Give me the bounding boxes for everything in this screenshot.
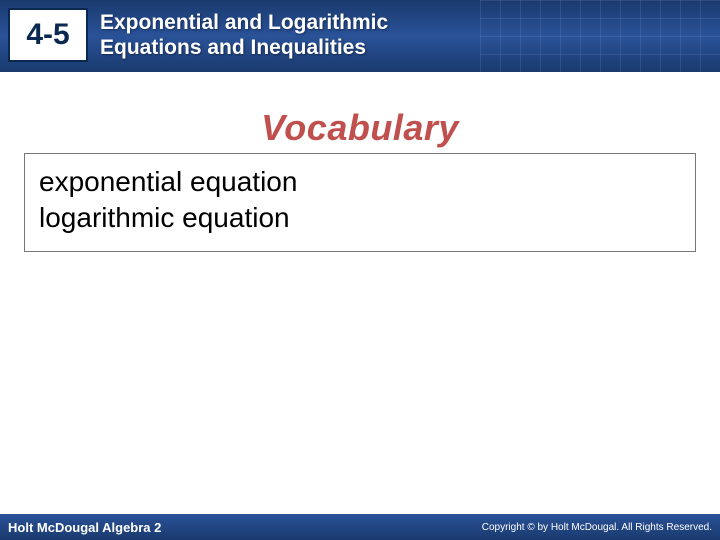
lesson-number: 4-5 [26, 18, 69, 52]
lesson-title-line1: Exponential and Logarithmic [100, 11, 388, 34]
footer-copyright: Copyright © by Holt McDougal. All Rights… [482, 522, 712, 533]
lesson-title: Exponential and Logarithmic Equations an… [100, 10, 520, 60]
slide-header: 4-5 Exponential and Logarithmic Equation… [0, 0, 720, 72]
vocabulary-box: exponential equation logarithmic equatio… [24, 153, 696, 252]
lesson-title-line2: Equations and Inequalities [100, 36, 366, 59]
vocabulary-heading: Vocabulary [0, 107, 720, 149]
slide-footer: Holt McDougal Algebra 2 Copyright © by H… [0, 514, 720, 540]
footer-textbook-name: Holt McDougal Algebra 2 [8, 520, 161, 535]
vocabulary-item: logarithmic equation [39, 200, 681, 236]
vocabulary-item: exponential equation [39, 164, 681, 200]
lesson-number-box: 4-5 [8, 8, 88, 62]
